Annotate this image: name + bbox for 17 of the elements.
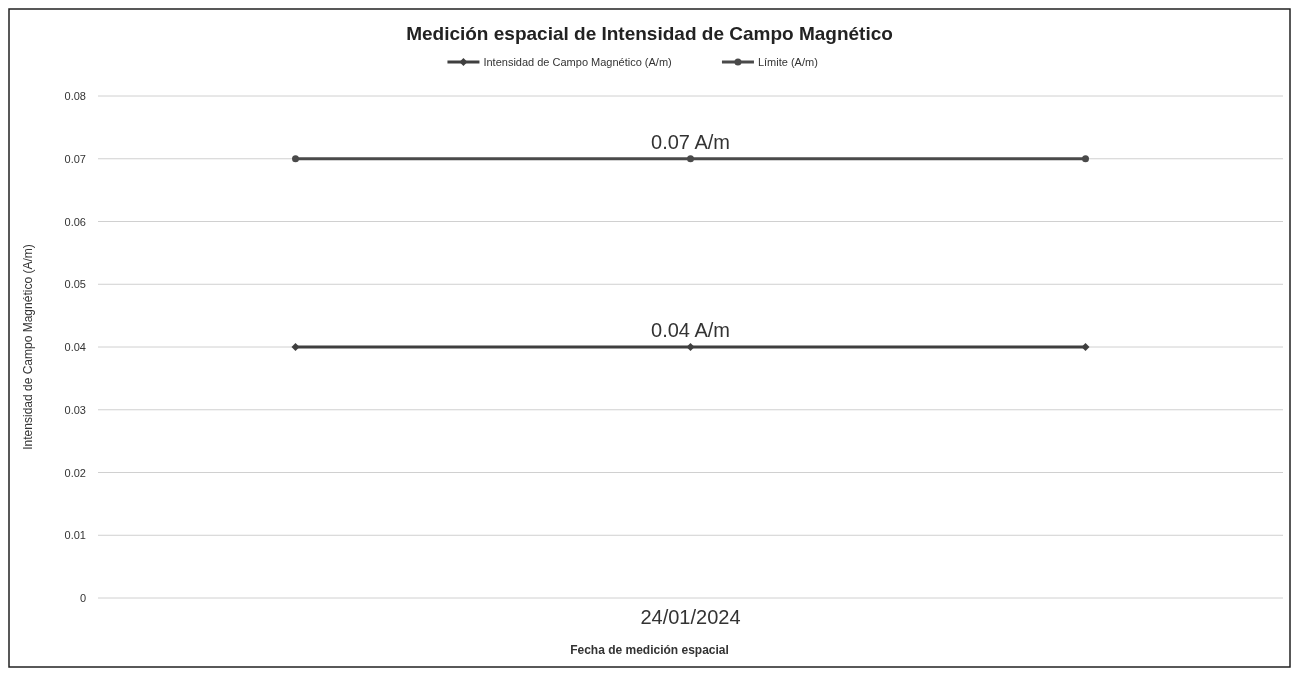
- y-tick-label: 0.03: [64, 403, 86, 416]
- y-tick-label: 0.01: [64, 529, 86, 542]
- x-tick-label: 24/01/2024: [640, 606, 741, 628]
- y-tick-label: 0.02: [64, 466, 86, 479]
- y-axis-title: Intensidad de Campo Magnético (A/m): [21, 244, 35, 450]
- y-tick-label: 0: [79, 592, 86, 604]
- legend-label: Límite (A/m): [757, 56, 818, 68]
- y-tick-label: 0.06: [64, 215, 86, 228]
- y-tick-label: 0.04: [64, 341, 86, 353]
- data-label: 0.07 A/m: [651, 130, 730, 153]
- y-tick-label: 0.07: [64, 152, 86, 165]
- chart-title: Medición espacial de Intensidad de Campo Magnético: [406, 23, 893, 44]
- x-axis-title: Fecha de medición espacial: [570, 643, 729, 657]
- y-tick-label: 0.05: [64, 278, 86, 291]
- legend-label: Intensidad de Campo Magnético (A/m): [483, 56, 672, 68]
- data-label: 0.04 A/m: [651, 319, 730, 341]
- y-tick-label: 0.08: [64, 90, 86, 102]
